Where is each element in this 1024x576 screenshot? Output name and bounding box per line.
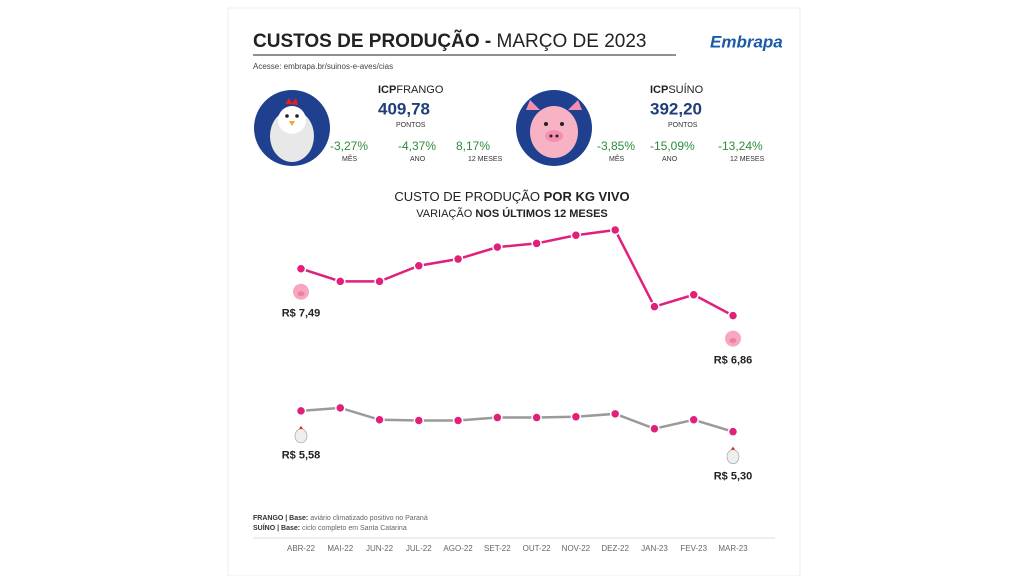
icp-period: MÊS (342, 154, 358, 163)
x-tick-label: NOV-22 (562, 544, 591, 553)
chart-title-bold: POR KG VIVO (544, 189, 630, 204)
pig-icon (516, 90, 592, 166)
icp-period: 12 MESES (468, 156, 503, 163)
note-bold: FRANGO | Base: (253, 515, 308, 522)
point (335, 276, 346, 287)
chart-title: CUSTO DE PRODUÇÃO POR KG VIVO (394, 189, 629, 204)
point (531, 412, 542, 423)
series-line (300, 228, 734, 317)
link: Acesse: embrapa.br/suinos-e-aves/cias (253, 62, 393, 71)
point (609, 408, 621, 420)
icp-variation: -15,09% (650, 139, 695, 153)
icp-period: ANO (662, 156, 678, 163)
icp-period: ANO (410, 156, 426, 163)
series-line (300, 406, 734, 433)
x-tick-label: SET-22 (484, 544, 511, 553)
chart-subtitle: VARIAÇÃO NOS ÚLTIMOS 12 MESES (416, 207, 608, 220)
icp-period: 12 MESES (730, 156, 765, 163)
pig-mini-icon (293, 283, 309, 300)
icp-label: ICPFRANGO (378, 84, 444, 96)
x-tick-label: AGO-22 (443, 544, 473, 553)
note-frango: FRANGO | Base: aviário climatizado posit… (253, 515, 428, 522)
icp-unit: PONTOS (396, 122, 426, 129)
point (295, 263, 307, 274)
note-bold: SUÍNO | Base: (253, 523, 300, 532)
value-label: R$ 7,49 (282, 308, 321, 320)
x-tick-label: MAI-22 (327, 544, 353, 553)
pig-mini-icon (725, 330, 741, 347)
icp-variation: -4,37% (398, 139, 436, 153)
chicken-body (726, 449, 740, 464)
icp-label-bold: ICP (650, 84, 668, 96)
chicken-mini-icon (726, 446, 740, 464)
pig-snout (729, 338, 737, 344)
point (727, 426, 739, 437)
point (649, 423, 660, 434)
chart-subtitle-bold: NOS ÚLTIMOS 12 MESES (475, 207, 607, 220)
icp-variation: -13,24% (718, 139, 763, 153)
x-tick-label: MAR-23 (718, 544, 748, 553)
icp-label-name: FRANGO (396, 84, 444, 96)
icp-unit: PONTOS (668, 122, 698, 129)
x-tick-label: DEZ-22 (601, 544, 629, 553)
chicken-comb (731, 446, 735, 450)
point (413, 260, 425, 271)
x-tick-label: FEV-23 (680, 544, 707, 553)
icp-label-bold: ICP (378, 84, 396, 96)
chicken-comb (299, 425, 303, 429)
point (649, 301, 660, 312)
point (374, 276, 385, 287)
point (452, 415, 464, 426)
point (452, 253, 464, 265)
x-tick-label: ABR-22 (287, 544, 316, 553)
x-tick-label: JUL-22 (406, 544, 432, 553)
x-tick-label: JAN-23 (641, 544, 668, 553)
note-suino: SUÍNO | Base: ciclo completo em Santa Ca… (253, 523, 407, 532)
chicken-body (294, 428, 308, 444)
icp-period: MÊS (609, 154, 625, 163)
title-light: MARÇO DE 2023 (497, 31, 647, 52)
icp-value: 392,20 (650, 99, 702, 118)
point (295, 405, 307, 417)
title-bold: CUSTOS DE PRODUÇÃO - (253, 30, 491, 52)
point (609, 224, 621, 236)
icp-label: ICPSUÍNO (650, 83, 704, 96)
point (335, 402, 346, 414)
plot: ABR-22 MAI-22 JUN-22 JUL-22 AGO-22 SET-22 OUT-… (282, 224, 753, 553)
point (492, 412, 503, 423)
point (531, 238, 542, 249)
point (492, 241, 503, 253)
card (227, 7, 801, 576)
icp-suino: ICPSUÍNO 392,20 PONTOS -3,85%MÊS -15,09% ANO -… (597, 83, 765, 163)
icp-variation: -3,27% (330, 139, 368, 153)
logo: Embrapa (710, 32, 783, 51)
value-label: R$ 6,86 (714, 355, 753, 367)
x-tick-label: OUT-22 (523, 544, 552, 553)
point (727, 310, 739, 321)
chicken-icon (254, 90, 330, 166)
point (413, 415, 425, 426)
note-text: ciclo completo em Santa Catarina (302, 525, 407, 532)
title: CUSTOS DE PRODUÇÃO - MARÇO DE 2023 (253, 30, 646, 52)
icp-frango: ICPFRANGO 409,78 PONTOS -3,27%MÊS -4,37% ANO 8… (330, 84, 503, 163)
pig-snout (297, 291, 305, 297)
point (688, 289, 699, 301)
chart-subtitle-light: VARIAÇÃO (416, 207, 472, 220)
value-label: R$ 5,58 (282, 450, 321, 462)
value-label: R$ 5,30 (714, 471, 753, 483)
point (374, 414, 385, 426)
chicken-mini-icon (294, 425, 308, 444)
point (570, 411, 582, 423)
chart-title-light: CUSTO DE PRODUÇÃO (394, 189, 540, 204)
point (570, 229, 582, 241)
icp-label-name: SUÍNO (668, 83, 703, 96)
point (688, 414, 699, 426)
icp-value: 409,78 (378, 99, 430, 118)
icp-variation: -3,85% (597, 139, 635, 153)
x-tick-label: JUN-22 (366, 544, 394, 553)
icp-variation: 8,17% (456, 139, 490, 153)
note-text: aviário climatizado positivo no Paraná (310, 515, 428, 522)
